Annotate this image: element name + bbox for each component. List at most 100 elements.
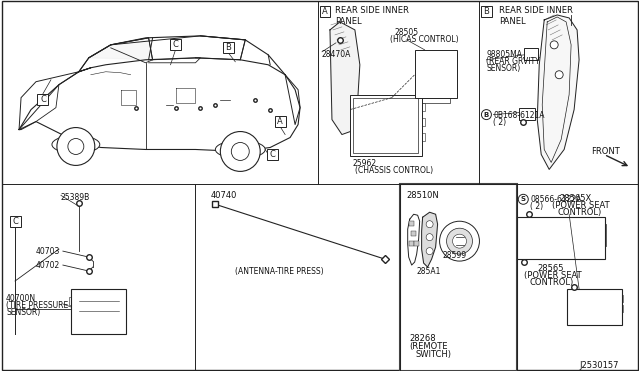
Bar: [452, 85, 456, 92]
Circle shape: [481, 110, 492, 119]
Text: C: C: [12, 217, 18, 226]
Text: 40702: 40702: [36, 261, 60, 270]
Bar: [69, 297, 75, 305]
Text: 40703: 40703: [36, 247, 60, 256]
Text: B: B: [225, 43, 231, 52]
Bar: [519, 108, 535, 119]
Text: CONTROL): CONTROL): [557, 208, 602, 217]
Circle shape: [426, 221, 433, 228]
Text: 28268: 28268: [410, 334, 436, 343]
Bar: [419, 132, 424, 141]
Text: 40700N: 40700N: [6, 294, 36, 303]
Text: (POWER SEAT: (POWER SEAT: [552, 201, 610, 210]
Bar: [400, 185, 517, 371]
Bar: [520, 220, 601, 256]
Circle shape: [426, 234, 433, 241]
Text: ( 2): ( 2): [493, 118, 506, 126]
Text: 28510N: 28510N: [406, 191, 440, 201]
Text: C: C: [40, 95, 46, 104]
Text: SENSOR): SENSOR): [486, 64, 521, 73]
Bar: [409, 221, 413, 226]
Bar: [10, 216, 20, 227]
Bar: [419, 118, 424, 126]
Circle shape: [452, 234, 467, 248]
Text: (HICAS CONTROL): (HICAS CONTROL): [390, 35, 458, 44]
Text: (REAR GRVITY: (REAR GRVITY: [486, 57, 540, 66]
Bar: [411, 231, 415, 236]
Bar: [74, 292, 123, 330]
Text: 0B168-6121A: 0B168-6121A: [493, 110, 545, 120]
Text: B: B: [483, 7, 490, 16]
Polygon shape: [537, 15, 579, 169]
Bar: [452, 75, 456, 82]
Bar: [481, 6, 492, 17]
Bar: [420, 94, 449, 103]
Text: B: B: [484, 112, 489, 118]
Text: C: C: [269, 150, 275, 159]
Bar: [452, 65, 456, 72]
Bar: [353, 98, 418, 154]
Circle shape: [68, 138, 84, 154]
Text: 285A1: 285A1: [417, 267, 441, 276]
Bar: [170, 39, 181, 50]
Bar: [358, 118, 388, 126]
Polygon shape: [408, 214, 420, 265]
Text: 25389B: 25389B: [61, 193, 90, 202]
Text: (CHASSIS CONTROL): (CHASSIS CONTROL): [355, 166, 433, 176]
Bar: [618, 305, 623, 312]
Text: 28599: 28599: [443, 251, 467, 260]
Bar: [71, 289, 125, 334]
Bar: [534, 225, 562, 239]
Text: A: A: [322, 7, 328, 16]
Text: 28565: 28565: [537, 264, 564, 273]
Text: C: C: [173, 40, 179, 49]
Bar: [522, 110, 526, 118]
Bar: [415, 50, 456, 98]
Bar: [267, 149, 278, 160]
Text: SENSOR): SENSOR): [6, 308, 40, 317]
Text: 28470A: 28470A: [322, 50, 351, 59]
Text: J2530157: J2530157: [579, 361, 619, 370]
Bar: [409, 241, 413, 246]
Text: CONTROL): CONTROL): [529, 278, 573, 287]
Bar: [358, 104, 388, 113]
Bar: [524, 48, 538, 60]
Text: REAR SIDE INNER
PANEL: REAR SIDE INNER PANEL: [499, 6, 573, 26]
Text: A: A: [277, 117, 283, 126]
Bar: [350, 94, 422, 157]
Bar: [319, 6, 330, 17]
Bar: [275, 116, 285, 127]
Bar: [358, 129, 388, 138]
Polygon shape: [422, 212, 438, 267]
Text: 08566-6122A: 08566-6122A: [531, 195, 582, 204]
Text: S: S: [521, 196, 526, 202]
Text: 25962: 25962: [353, 160, 377, 169]
Ellipse shape: [216, 141, 265, 158]
Circle shape: [555, 71, 563, 79]
Bar: [413, 241, 419, 246]
Bar: [38, 94, 49, 105]
Text: 28505: 28505: [395, 28, 419, 37]
Bar: [452, 55, 456, 62]
Text: 28565X: 28565X: [559, 194, 591, 203]
Bar: [418, 53, 452, 94]
Text: ( 2): ( 2): [531, 202, 543, 211]
Circle shape: [220, 132, 260, 171]
Text: (TIRE PRESSURE: (TIRE PRESSURE: [6, 301, 68, 310]
Circle shape: [550, 41, 558, 49]
Bar: [223, 42, 234, 53]
Circle shape: [231, 142, 249, 160]
Ellipse shape: [52, 135, 100, 154]
Bar: [598, 224, 606, 246]
Bar: [618, 295, 623, 302]
Text: SWITCH): SWITCH): [415, 350, 452, 359]
Bar: [570, 292, 619, 322]
Text: 40740: 40740: [211, 191, 237, 201]
Text: (ANTENNA-TIRE PRESS): (ANTENNA-TIRE PRESS): [236, 267, 324, 276]
Text: FRONT: FRONT: [591, 147, 620, 157]
Circle shape: [440, 221, 479, 261]
Text: (POWER SEAT: (POWER SEAT: [524, 271, 582, 280]
Polygon shape: [330, 22, 360, 135]
Circle shape: [426, 248, 433, 254]
Text: (REMOTE: (REMOTE: [410, 342, 448, 351]
